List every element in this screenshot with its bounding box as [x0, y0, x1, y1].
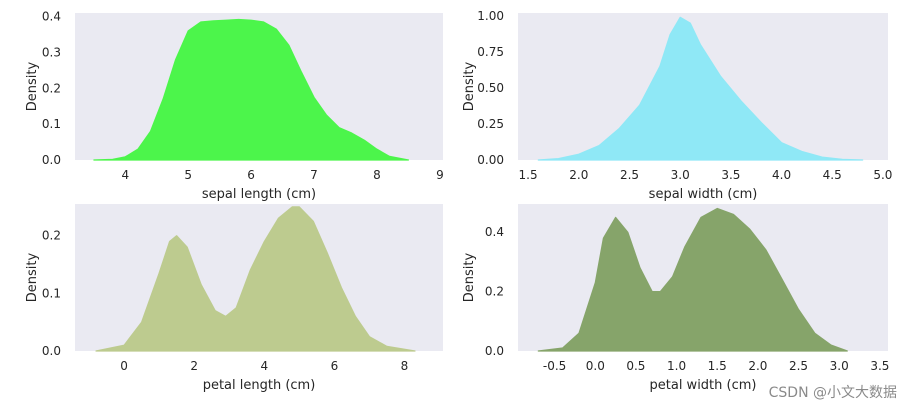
y-tick-label: 0.1: [42, 286, 61, 300]
x-tick-label: 1.5: [708, 359, 727, 373]
density-area: [537, 16, 864, 161]
y-tick-label: 0.4: [485, 225, 504, 239]
x-axis-label: sepal width (cm): [649, 187, 758, 202]
x-tick-label: 6: [247, 168, 255, 182]
x-tick-label: 2.5: [789, 359, 808, 373]
y-tick-label: 0.50: [477, 81, 504, 95]
x-tick-label: 1.5: [519, 168, 538, 182]
x-tick-label: 3.5: [721, 168, 740, 182]
y-tick-label: 0.00: [477, 153, 504, 167]
y-tick-label: 0.3: [42, 45, 61, 59]
x-tick-label: 8: [401, 359, 409, 373]
y-tick-label: 0.0: [485, 344, 504, 358]
x-tick-label: 1.0: [667, 359, 686, 373]
x-tick-label: 0.0: [586, 359, 605, 373]
x-tick-label: 4.0: [772, 168, 791, 182]
x-tick-label: 4: [260, 359, 268, 373]
y-axis-label: Density: [462, 61, 477, 111]
subplot-petal-width: -0.5 0.0 0.5 1.0 1.5 2.0 2.5 3.0 3.5 0.0 0.2 0.4 pet…: [462, 204, 889, 393]
x-tick-label: 5.0: [873, 168, 892, 182]
y-axis-label: Density: [25, 61, 40, 111]
x-tick-label: 2.0: [748, 359, 767, 373]
y-tick-label: 0.4: [42, 10, 61, 24]
x-tick-label: 3.0: [671, 168, 690, 182]
x-tick-label: -0.5: [543, 359, 566, 373]
y-tick-label: 0.2: [485, 285, 504, 299]
subplot-petal-length: 0 2 4 6 8 0.0 0.1 0.2 petal length (cm) Density: [25, 204, 443, 393]
x-axis-label: sepal length (cm): [202, 187, 316, 202]
x-tick-label: 2.5: [620, 168, 639, 182]
x-tick-label: 8: [373, 168, 381, 182]
x-axis-label: petal length (cm): [203, 378, 316, 393]
x-tick-label: 0.5: [626, 359, 645, 373]
density-area: [95, 206, 416, 352]
y-axis-label: Density: [25, 252, 40, 302]
watermark: CSDN @小文大数据: [768, 385, 897, 401]
x-tick-label: 4: [121, 168, 129, 182]
x-axis-label: petal width (cm): [650, 378, 757, 393]
x-tick-label: 4.5: [823, 168, 842, 182]
subplot-sepal-width: 1.5 2.0 2.5 3.0 3.5 4.0 4.5 5.0 0.00 0.25 0.50 0.75…: [462, 9, 892, 202]
y-tick-label: 1.00: [477, 9, 504, 23]
x-tick-label: 3.5: [870, 359, 889, 373]
y-tick-label: 0.75: [477, 45, 504, 59]
y-tick-label: 0.25: [477, 117, 504, 131]
x-tick-label: 0: [120, 359, 128, 373]
x-tick-label: 2.0: [569, 168, 588, 182]
x-tick-label: 3.0: [830, 359, 849, 373]
x-tick-label: 7: [310, 168, 318, 182]
y-tick-label: 0.0: [42, 344, 61, 358]
y-tick-label: 0.1: [42, 117, 61, 131]
x-tick-label: 5: [184, 168, 192, 182]
y-axis-label: Density: [462, 252, 477, 302]
x-tick-label: 9: [436, 168, 444, 182]
x-tick-label: 2: [190, 359, 198, 373]
density-area: [537, 207, 848, 352]
density-area: [93, 18, 409, 161]
y-tick-label: 0.0: [42, 153, 61, 167]
x-tick-label: 6: [331, 359, 339, 373]
y-tick-label: 0.2: [42, 81, 61, 95]
subplot-sepal-length: 4 5 6 7 8 9 0.0 0.1 0.2 0.3 0.4 sepal length (cm) De…: [25, 10, 444, 202]
y-tick-label: 0.2: [42, 229, 61, 243]
